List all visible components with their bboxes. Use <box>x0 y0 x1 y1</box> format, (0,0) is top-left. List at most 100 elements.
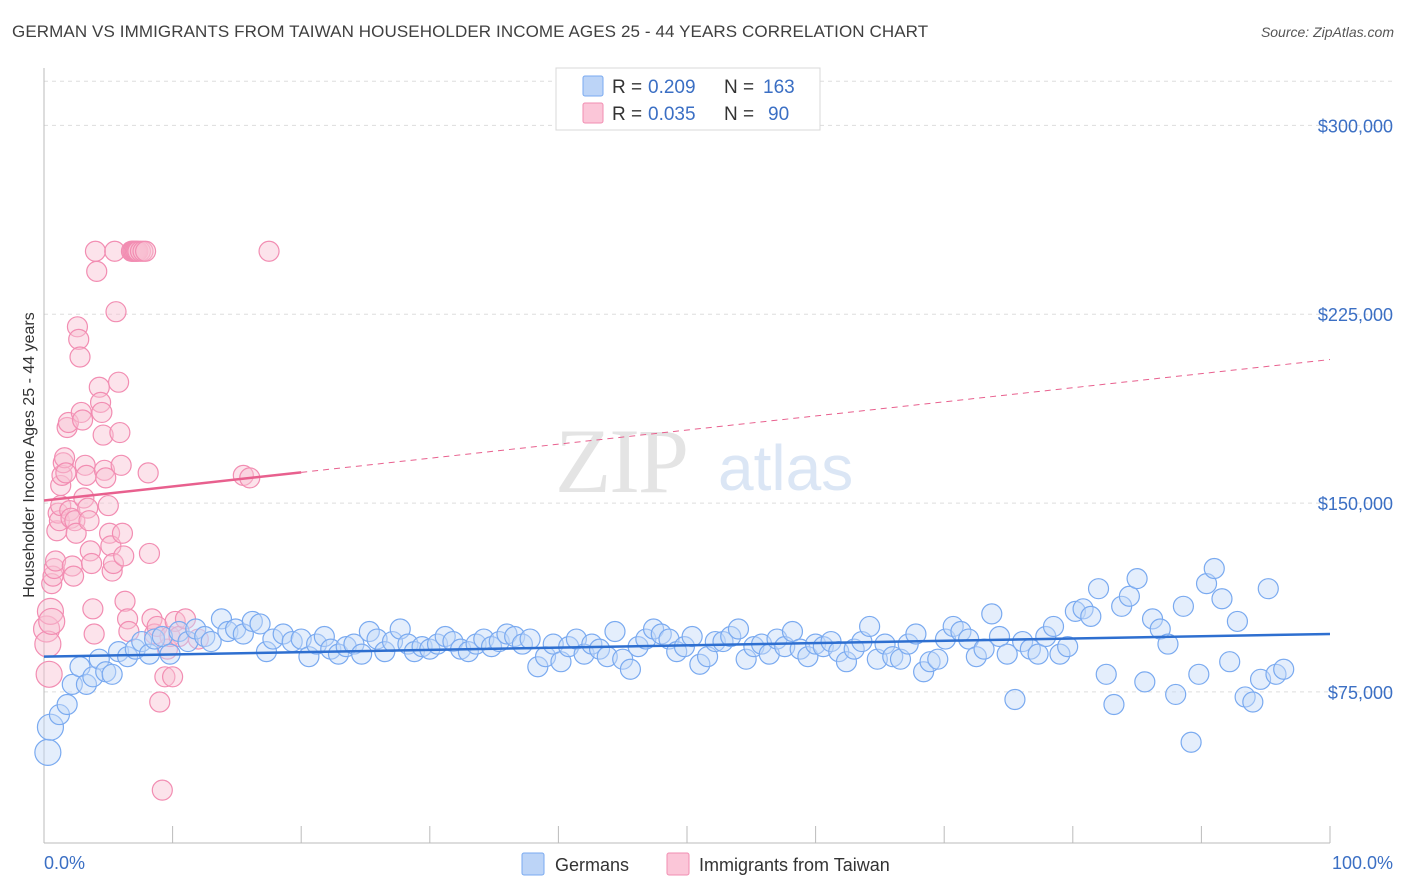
german-point <box>88 648 110 670</box>
legend-r-value-blue: 0.209 <box>648 77 696 98</box>
taiwan-point <box>137 462 159 484</box>
german-point <box>843 638 865 660</box>
taiwan-point <box>107 371 130 393</box>
watermark-zip: ZIP <box>555 410 687 512</box>
bottom-legend-label-pink: Immigrants from Taiwan <box>699 855 890 875</box>
german-point <box>1042 615 1065 638</box>
german-point <box>313 625 335 648</box>
german-point <box>1004 688 1026 711</box>
y-tick-label: $75,000 <box>1328 683 1393 703</box>
taiwan-point <box>110 454 132 476</box>
german-point <box>1203 557 1225 580</box>
german-point <box>1126 568 1148 590</box>
legend-r-label-blue: R = <box>612 77 642 98</box>
taiwan-point <box>93 459 116 481</box>
german-point <box>658 628 680 650</box>
y-axis-label: Householder Income Ages 25 - 44 years <box>21 312 38 598</box>
taiwan-point <box>86 260 108 283</box>
german-point <box>101 663 123 685</box>
german-point <box>366 628 388 650</box>
taiwan-point <box>68 328 90 350</box>
legend-swatch-pink <box>582 102 604 124</box>
german-point <box>185 618 207 640</box>
german-point <box>542 633 564 655</box>
german-point <box>36 713 65 741</box>
german-point <box>619 658 642 680</box>
watermark: ZIP atlas <box>555 410 853 512</box>
german-point <box>859 615 881 638</box>
taiwan-point <box>258 240 280 262</box>
watermark-atlas: atlas <box>718 432 853 504</box>
bottom-legend-label-blue: Germans <box>555 855 629 875</box>
german-point <box>504 625 526 648</box>
german-point <box>604 620 626 643</box>
legend-n-label-pink: N = <box>724 104 754 125</box>
german-point <box>519 628 541 650</box>
german-point <box>1134 671 1156 693</box>
german-point <box>442 630 464 653</box>
series-taiwan-points <box>32 240 280 801</box>
german-point <box>116 646 139 668</box>
y-tick-label: $300,000 <box>1318 116 1393 136</box>
taiwan-point <box>151 779 173 801</box>
taiwan-point <box>114 590 136 612</box>
german-point <box>996 643 1018 665</box>
german-point <box>457 641 479 663</box>
german-point <box>1211 588 1233 610</box>
taiwan-point <box>38 607 66 636</box>
german-point <box>1226 610 1249 633</box>
german-point <box>835 651 858 673</box>
german-point <box>874 633 896 655</box>
german-point <box>1219 651 1241 673</box>
y-tick-label: $225,000 <box>1318 305 1393 325</box>
german-point <box>34 738 62 766</box>
taiwan-trend-line-dashed <box>301 359 1331 473</box>
german-point <box>1072 598 1094 620</box>
legend-r-value-pink: 0.035 <box>648 104 696 125</box>
german-point <box>200 630 222 653</box>
german-point <box>681 625 703 648</box>
german-point <box>981 603 1003 625</box>
legend-r-label-pink: R = <box>612 104 642 125</box>
german-point <box>934 628 957 650</box>
trend-lines <box>43 359 1331 658</box>
taiwan-point <box>62 565 85 587</box>
taiwan-point <box>32 615 61 643</box>
taiwan-point <box>84 240 107 262</box>
german-point <box>131 630 153 653</box>
german-point <box>797 646 819 668</box>
german-point <box>781 620 804 643</box>
german-point <box>965 646 987 668</box>
taiwan-point <box>105 301 127 323</box>
taiwan-point <box>134 240 157 262</box>
german-point <box>177 630 199 653</box>
bottom-legend-swatch-pink <box>666 852 690 876</box>
german-point <box>1157 633 1179 655</box>
taiwan-point <box>111 522 134 544</box>
german-point <box>1095 663 1117 685</box>
german-point <box>1012 630 1034 653</box>
german-point <box>232 623 254 645</box>
taiwan-point <box>149 691 171 713</box>
taiwan-point <box>43 557 65 580</box>
german-point <box>241 610 263 633</box>
taiwan-point <box>35 660 63 688</box>
x-tick-label-min: 0.0% <box>44 853 85 873</box>
taiwan-point <box>69 346 91 368</box>
taiwan-point <box>71 409 94 431</box>
german-point <box>735 648 757 670</box>
german-point <box>411 635 433 658</box>
german-point <box>1273 658 1295 680</box>
german-point <box>306 633 328 655</box>
german-point <box>1057 635 1079 658</box>
german-point <box>1080 605 1102 627</box>
taiwan-point <box>65 522 87 544</box>
taiwan-point <box>162 666 184 688</box>
series-germans-points <box>34 557 1295 766</box>
german-point <box>1180 731 1202 753</box>
german-point <box>913 661 935 683</box>
german-point <box>905 623 927 645</box>
german-point <box>927 648 949 670</box>
legend-n-value-blue: 163 <box>763 77 795 98</box>
